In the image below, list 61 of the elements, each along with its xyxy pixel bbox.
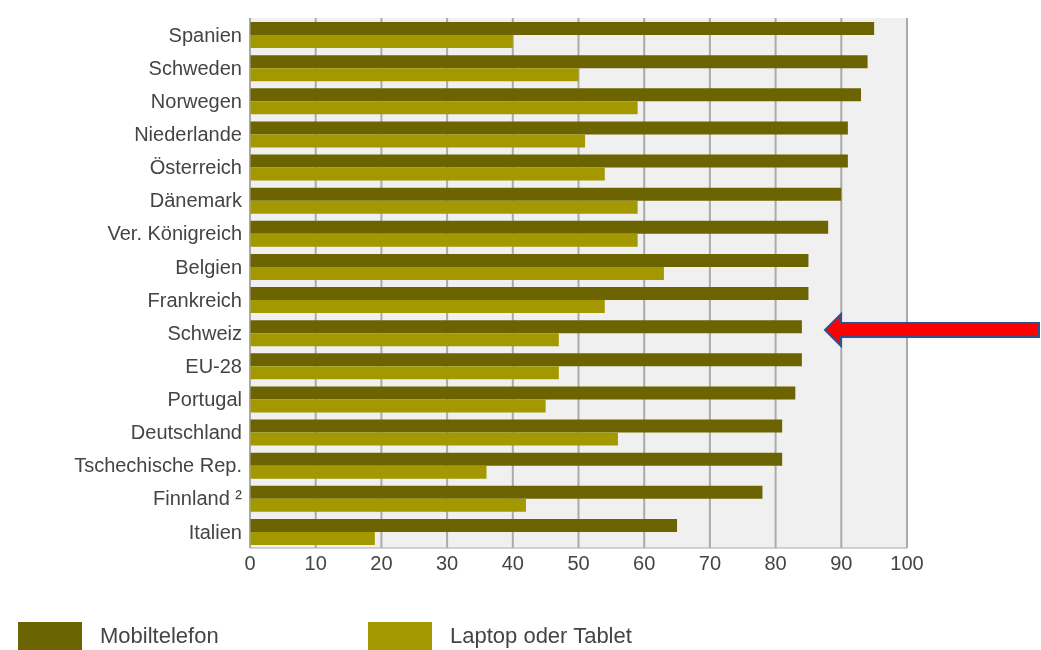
y-tick-label: EU-28 (185, 354, 242, 377)
y-tick-label: Deutschland (130, 421, 242, 444)
bar (250, 187, 842, 201)
bar (250, 366, 559, 380)
bar (250, 432, 618, 446)
bar (250, 88, 862, 102)
bar (250, 22, 875, 35)
x-tick-label: 10 (304, 552, 327, 575)
bar (250, 200, 638, 214)
y-tick-label: Ver. Königreich (107, 222, 242, 245)
bar (250, 266, 664, 280)
bar (250, 233, 638, 247)
x-tick-label: 50 (567, 552, 590, 575)
legend-label: Laptop oder Tablet (450, 623, 632, 649)
bar (250, 333, 559, 347)
y-tick-label: Spanien (168, 23, 242, 46)
bar (250, 485, 763, 499)
y-tick-label: Belgien (175, 255, 242, 278)
y-tick-label: Finnland ² (153, 487, 243, 510)
bar (250, 35, 513, 48)
bar (250, 121, 848, 135)
y-tick-label: Österreich (149, 156, 242, 179)
bar (250, 465, 487, 479)
bar (250, 300, 605, 313)
bar (250, 518, 678, 532)
x-tick-label: 80 (764, 552, 787, 575)
bar (250, 452, 783, 466)
bar (250, 498, 526, 512)
x-tick-label: 70 (698, 552, 722, 575)
y-tick-label: Portugal (167, 388, 242, 411)
x-tick-label: 20 (370, 552, 393, 575)
bar (250, 353, 802, 367)
bar (250, 220, 829, 234)
y-tick-label: Schweiz (167, 321, 242, 344)
bar (250, 399, 546, 413)
x-tick-label: 0 (244, 552, 256, 575)
bar (250, 253, 809, 267)
bar (250, 55, 868, 69)
bar (250, 531, 375, 545)
x-tick-label: 90 (830, 552, 853, 575)
x-tick-label: 60 (633, 552, 656, 575)
bar (250, 419, 783, 433)
bar (250, 68, 579, 82)
y-tick-label: Frankreich (147, 288, 242, 311)
bar (250, 320, 802, 334)
y-tick-label: Tschechische Rep. (74, 454, 242, 477)
y-tick-label: Norwegen (150, 89, 242, 112)
y-tick-label: Schweden (148, 56, 242, 79)
y-tick-label: Italien (188, 520, 242, 543)
bar (250, 101, 638, 115)
y-tick-label: Niederlande (134, 123, 242, 146)
bar (250, 287, 809, 300)
y-tick-label: Dänemark (149, 189, 243, 212)
bar (250, 386, 796, 400)
x-tick-label: 30 (435, 552, 459, 575)
x-tick-label: 100 (890, 552, 924, 575)
bar (250, 167, 605, 181)
bar (250, 134, 586, 148)
bar (250, 154, 848, 168)
legend-label: Mobiltelefon (100, 623, 219, 649)
x-tick-label: 40 (501, 552, 524, 575)
